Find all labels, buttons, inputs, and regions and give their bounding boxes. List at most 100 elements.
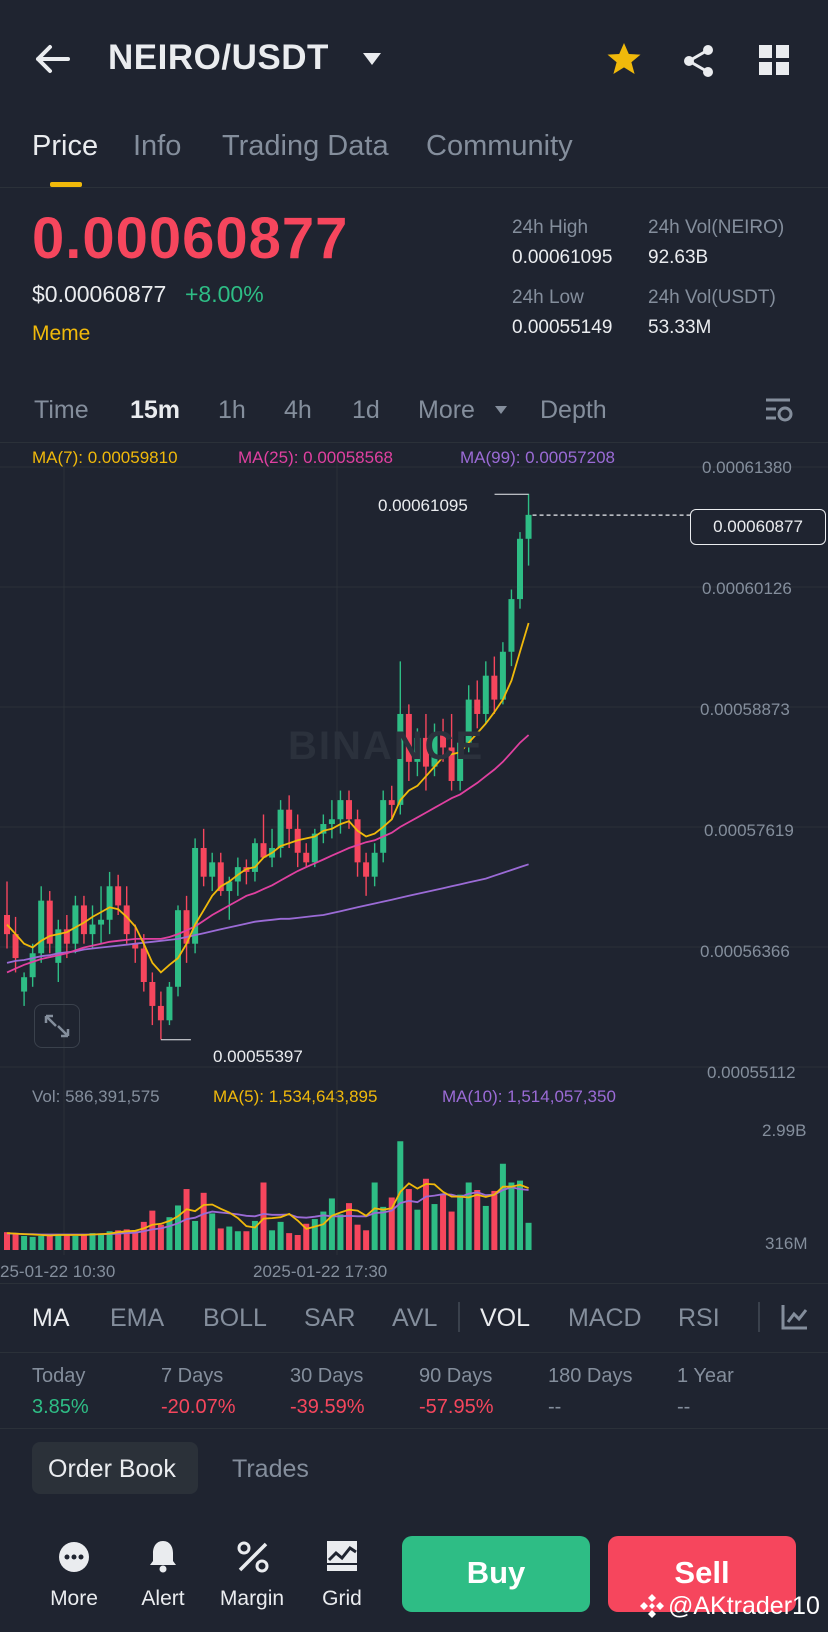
volume-bar bbox=[499, 1163, 506, 1250]
order-book-label[interactable]: Order Book bbox=[48, 1455, 176, 1483]
candle bbox=[166, 986, 173, 1021]
indicator-vol[interactable]: VOL bbox=[480, 1304, 531, 1332]
buy-button-label[interactable]: Buy bbox=[466, 1555, 526, 1590]
buy-button[interactable] bbox=[402, 1536, 590, 1612]
interval-4h[interactable]: 4h bbox=[284, 396, 312, 424]
volume-bar bbox=[397, 1141, 404, 1250]
y-tick-label: 0.00058873 bbox=[700, 700, 790, 719]
indicator-ema[interactable]: EMA bbox=[110, 1304, 165, 1332]
indicator-settings-icon[interactable] bbox=[780, 1302, 810, 1332]
high-value: 0.00061095 bbox=[512, 247, 613, 268]
alert-bell-icon[interactable] bbox=[148, 1539, 178, 1573]
indicator-ma[interactable]: MA bbox=[32, 1304, 70, 1332]
ma25-legend: MA(25): 0.00058568 bbox=[238, 448, 393, 467]
candle bbox=[277, 809, 284, 848]
indicator-sar[interactable]: SAR bbox=[304, 1304, 356, 1332]
candle bbox=[123, 905, 130, 935]
sell-button-label[interactable]: Sell bbox=[674, 1555, 730, 1590]
change-percent: +8.00% bbox=[185, 281, 264, 307]
caret-down-icon[interactable] bbox=[362, 52, 382, 66]
candlestick-chart[interactable] bbox=[0, 460, 828, 1080]
period-label: 180 Days bbox=[548, 1365, 633, 1387]
candle bbox=[474, 699, 481, 714]
last-price: 0.00060877 bbox=[32, 206, 349, 271]
candle bbox=[354, 819, 361, 863]
interval-1d[interactable]: 1d bbox=[352, 396, 380, 424]
order-book-tab[interactable] bbox=[32, 1442, 198, 1494]
divider bbox=[0, 1283, 828, 1284]
interval-more[interactable]: More bbox=[418, 396, 475, 424]
more-icon[interactable] bbox=[58, 1541, 90, 1573]
vol-quote-label: 24h Vol(USDT) bbox=[648, 287, 776, 308]
interval-time[interactable]: Time bbox=[34, 396, 89, 424]
candle bbox=[499, 651, 506, 700]
volume-bar bbox=[440, 1193, 447, 1250]
ma7-line bbox=[6, 622, 530, 974]
indicator-rsi[interactable]: RSI bbox=[678, 1304, 720, 1332]
volume-bar bbox=[405, 1189, 412, 1250]
vol-y-tick-label: 2.99B bbox=[762, 1121, 807, 1140]
y-tick-label: 0.00061380 bbox=[702, 458, 792, 477]
pair-title[interactable]: NEIRO/USDT bbox=[108, 38, 329, 77]
volume-bar bbox=[115, 1230, 122, 1250]
candle bbox=[422, 737, 429, 767]
tab-info[interactable]: Info bbox=[133, 130, 182, 162]
nav-grid-label[interactable]: Grid bbox=[322, 1587, 362, 1610]
share-icon[interactable] bbox=[682, 44, 716, 78]
star-icon[interactable] bbox=[606, 42, 642, 76]
volume-bar bbox=[123, 1229, 130, 1250]
period-label: 1 Year bbox=[677, 1365, 734, 1387]
interval-15m[interactable]: 15m bbox=[130, 396, 181, 424]
candle bbox=[414, 737, 421, 762]
candle bbox=[482, 675, 489, 714]
volume-bar bbox=[98, 1234, 105, 1250]
volume-bar bbox=[371, 1182, 378, 1250]
candle bbox=[132, 943, 139, 949]
vol-y-tick-label: 316M bbox=[765, 1234, 808, 1253]
chart-settings-icon[interactable] bbox=[764, 396, 794, 424]
nav-more-label[interactable]: More bbox=[50, 1587, 98, 1610]
expand-button[interactable] bbox=[34, 1004, 80, 1048]
volume-bar bbox=[346, 1203, 352, 1250]
candle bbox=[328, 819, 335, 825]
tab-community[interactable]: Community bbox=[426, 130, 573, 162]
ma99-legend: MA(99): 0.00057208 bbox=[460, 448, 615, 467]
candle bbox=[38, 900, 45, 954]
indicator-macd[interactable]: MACD bbox=[568, 1304, 642, 1332]
candle bbox=[63, 929, 70, 944]
volume-bar bbox=[422, 1178, 429, 1250]
volume-chart[interactable] bbox=[0, 1080, 828, 1255]
candle bbox=[346, 800, 352, 820]
trades-tab[interactable]: Trades bbox=[232, 1455, 309, 1483]
nav-alert-label[interactable]: Alert bbox=[141, 1587, 185, 1610]
volume-bar bbox=[354, 1224, 361, 1250]
candle bbox=[115, 886, 122, 906]
candle bbox=[517, 538, 523, 600]
volume-bar bbox=[380, 1206, 387, 1250]
volume-bar bbox=[328, 1198, 335, 1250]
interval-depth[interactable]: Depth bbox=[540, 396, 607, 424]
period-label: 90 Days bbox=[419, 1365, 493, 1387]
back-arrow-icon[interactable] bbox=[34, 44, 70, 74]
sell-button[interactable] bbox=[608, 1536, 796, 1612]
candle bbox=[388, 800, 395, 805]
candle bbox=[448, 747, 455, 781]
candle bbox=[46, 900, 53, 944]
indicator-avl[interactable]: AVL bbox=[392, 1304, 438, 1332]
meme-tag[interactable]: Meme bbox=[32, 322, 91, 345]
nav-margin-label[interactable]: Margin bbox=[219, 1587, 285, 1610]
margin-icon[interactable] bbox=[236, 1540, 270, 1574]
tab-trading-data[interactable]: Trading Data bbox=[222, 130, 389, 162]
tab-price[interactable]: Price bbox=[32, 130, 99, 162]
volume-bar bbox=[175, 1205, 181, 1250]
interval-1h[interactable]: 1h bbox=[218, 396, 246, 424]
more-caret-icon[interactable] bbox=[494, 405, 508, 415]
volume-bar bbox=[55, 1234, 62, 1250]
volume-bar bbox=[106, 1231, 113, 1250]
candle bbox=[80, 905, 87, 935]
ma25-line bbox=[6, 734, 530, 974]
indicator-boll[interactable]: BOLL bbox=[203, 1304, 267, 1332]
candle bbox=[457, 742, 464, 781]
grid-trading-icon[interactable] bbox=[326, 1540, 358, 1572]
grid-icon[interactable] bbox=[758, 44, 790, 76]
